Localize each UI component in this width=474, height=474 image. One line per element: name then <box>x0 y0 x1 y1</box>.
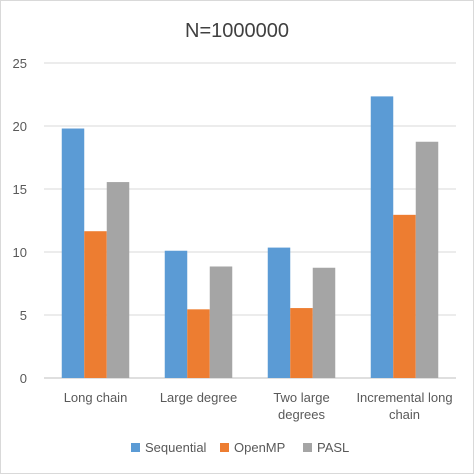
x-tick-label: Two large <box>273 390 329 405</box>
x-tick-label: Incremental long <box>356 390 452 405</box>
bar-openmp <box>393 214 416 378</box>
bar-sequential <box>61 128 85 378</box>
chart-title: N=1000000 <box>185 20 289 42</box>
legend-label-pasl: PASL <box>317 440 349 455</box>
bar-sequential <box>370 96 394 378</box>
y-axis-ticks: 0 5 10 15 20 25 <box>13 56 27 386</box>
bar-pasl <box>312 267 336 378</box>
y-tick-label: 25 <box>13 56 27 71</box>
bar-sequential <box>164 250 188 378</box>
bar-openmp <box>290 308 313 378</box>
y-tick-label: 5 <box>20 308 27 323</box>
bar-openmp <box>187 309 210 378</box>
y-tick-label: 15 <box>13 182 27 197</box>
x-tick-label: degrees <box>278 407 325 422</box>
legend-label-sequential: Sequential <box>145 440 207 455</box>
bar-pasl <box>106 182 130 378</box>
bar-pasl <box>209 266 233 378</box>
bar-openmp <box>84 231 107 378</box>
y-tick-label: 0 <box>20 371 27 386</box>
y-tick-label: 10 <box>13 245 27 260</box>
bars <box>61 96 439 378</box>
x-tick-label: chain <box>389 407 420 422</box>
x-tick-label: Long chain <box>64 390 128 405</box>
legend-swatch-pasl <box>303 443 312 452</box>
y-tick-label: 20 <box>13 119 27 134</box>
legend: Sequential OpenMP PASL <box>131 440 349 455</box>
bar-sequential <box>267 247 291 378</box>
legend-swatch-openmp <box>220 443 229 452</box>
legend-swatch-sequential <box>131 443 140 452</box>
x-tick-label: Large degree <box>160 390 237 405</box>
bar-pasl <box>415 141 439 378</box>
legend-label-openmp: OpenMP <box>234 440 285 455</box>
x-axis-labels: Long chain Large degree Two large degrees In… <box>64 390 453 422</box>
